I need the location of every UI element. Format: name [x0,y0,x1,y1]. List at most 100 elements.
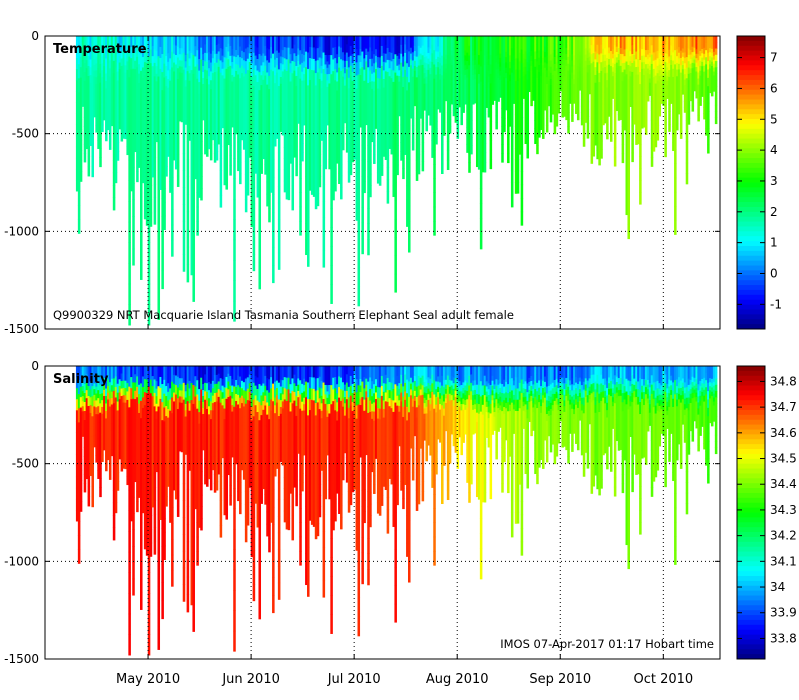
profile-cell [470,137,473,146]
profile-cell [409,65,413,72]
profile-cell [456,57,460,66]
profile-cell [357,74,361,95]
profile-cell [396,45,399,57]
profile-cell [468,133,471,144]
profile-cell [184,111,188,119]
profile-cell [221,88,225,96]
profile-cell [235,36,238,44]
profile-cell [114,161,118,173]
profile-cell [99,148,102,158]
profile-cell [629,96,632,102]
profile-cell [198,36,201,48]
profile-cell [318,68,322,80]
profile-cell [450,94,454,100]
profile-cell [207,116,211,126]
profile-211 [485,36,489,108]
profile-cell [565,59,568,67]
profile-cell [644,113,648,121]
profile-cell [491,60,495,66]
profile-cell [173,115,176,126]
profile-cell [186,106,190,125]
profile-cell [479,66,483,83]
profile-cell [687,48,691,56]
profile-cell [112,98,116,111]
profile-cell [448,56,452,65]
profile-cell [281,85,285,94]
profile-cell [582,114,586,124]
profile-cell [106,42,110,50]
profile-cell [283,113,287,126]
profile-cell [573,79,576,85]
profile-cell [332,82,335,95]
profile-cell [347,98,351,110]
profile-cell [204,78,207,87]
profile-cell [656,102,660,111]
profile-cell [689,54,693,60]
profile-cell [272,88,275,107]
profile-cell [613,82,617,93]
profile-39 [151,36,155,178]
profile-cell [301,89,304,99]
profile-cell [408,236,411,253]
profile-cell [411,109,415,118]
profile-cell [153,197,157,212]
profile-cell [308,91,312,103]
profile-cell [312,81,316,94]
profile-cell [712,67,716,72]
profile-cell [522,58,526,64]
profile-cell [427,52,430,60]
profile-cell [691,105,695,112]
profile-cell [507,153,510,164]
profile-cell [534,74,537,83]
profile-cell [330,188,333,209]
profile-cell [380,65,384,77]
profile-cell [530,40,533,47]
profile-cell [512,79,516,85]
profile-cell [695,44,698,50]
profile-cell [419,83,423,90]
profile-cell [530,55,533,62]
profile-154 [374,36,378,129]
profile-cell [674,92,677,108]
profile-cell [114,36,118,47]
profile-cell [287,36,291,49]
profile-cell [382,121,386,131]
profile-cell [101,83,104,92]
profile-cell [103,113,106,121]
profile-cell [343,91,347,99]
profile-cell [543,73,547,79]
profile-cell [77,106,81,121]
profile-cell [213,36,217,46]
profile-cell [289,36,293,46]
profile-cell [578,55,582,60]
profile-cell [650,73,654,83]
profile-cell [588,69,592,74]
profile-cell [295,75,298,87]
profile-cell [312,70,316,83]
profile-cell [124,72,128,81]
profile-cell [320,125,324,134]
profile-cell [229,135,232,146]
profile-cell [501,90,504,100]
profile-cell [81,36,85,42]
profile-cell [310,81,314,93]
profile-cell [660,40,664,47]
profile-cell [714,61,718,68]
profile-cell [594,98,597,107]
profile-cell [332,188,335,201]
profile-cell [211,95,215,104]
profile-cell [134,110,137,120]
profile-cell [289,45,293,55]
profile-cell [225,134,228,146]
profile-cell [138,73,141,84]
profile-cell [633,111,636,119]
profile-cell [268,115,271,130]
profile-cell [326,112,329,120]
profile-cell [580,36,584,43]
profile-cell [128,36,131,58]
profile-31 [136,36,139,183]
profile-cell [573,36,576,42]
profile-cell [563,64,566,71]
profile-cell [359,107,362,115]
profile-cell [211,36,215,44]
